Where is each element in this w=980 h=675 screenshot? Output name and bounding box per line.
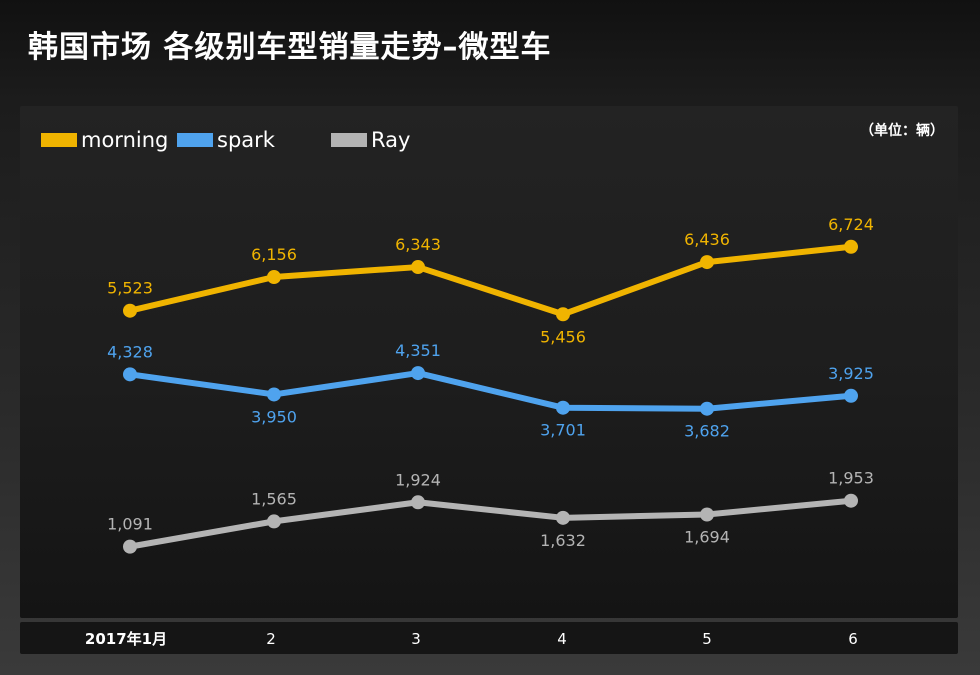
legend-label-morning: morning [81,128,169,152]
data-label-morning: 6,724 [828,215,874,234]
data-point-ray [411,495,425,510]
data-label-ray: 1,694 [684,528,730,547]
data-label-ray: 1,953 [828,469,874,488]
data-point-spark [267,387,281,402]
unit-label: （单位：辆） [860,123,944,139]
legend-label-spark: spark [217,128,275,152]
data-point-ray [700,507,714,522]
legend-item-spark: spark [177,126,275,154]
data-label-morning: 5,523 [107,279,153,298]
series-line-ray [127,497,854,550]
data-label-spark: 3,925 [828,364,874,383]
data-point-spark [556,400,570,415]
data-label-morning: 6,436 [684,230,730,249]
data-point-ray [844,493,858,508]
data-label-spark: 3,682 [684,422,730,441]
data-label-spark: 4,328 [107,342,153,361]
data-point-morning [844,239,858,254]
data-point-spark [700,401,714,416]
x-tick-label: 6 [848,630,858,648]
data-point-ray [267,514,281,529]
x-tick-label: 3 [411,630,421,648]
data-point-ray [556,510,570,525]
page-title: 韩国市场 各级别车型销量走势–微型车 [28,30,552,65]
legend-swatch-morning [41,133,77,147]
legend-item-morning: morning [41,126,168,154]
data-label-ray: 1,924 [395,470,441,489]
data-label-spark: 4,351 [395,341,441,360]
data-point-morning [700,255,714,270]
data-label-ray: 1,091 [107,515,153,534]
data-label-morning: 6,156 [251,245,297,264]
legend-item-ray: Ray [331,126,410,154]
data-label-ray: 1,632 [540,531,586,550]
chart-panel [20,106,958,618]
data-label-morning: 6,343 [395,235,441,254]
data-point-morning [411,260,425,275]
x-tick-label: 2 [266,630,276,648]
data-point-morning [556,307,570,322]
data-label-spark: 3,701 [540,421,586,440]
legend-label-ray: Ray [371,128,411,152]
data-point-spark [411,366,425,381]
x-tick-label: 4 [557,630,567,648]
data-point-ray [123,539,137,554]
data-label-spark: 3,950 [251,407,297,426]
data-label-morning: 5,456 [540,327,586,346]
legend-swatch-spark [177,133,213,147]
data-point-morning [123,303,137,318]
series-line-morning [127,243,854,318]
data-point-morning [267,270,281,285]
legend-swatch-ray [331,133,367,147]
x-tick-label: 5 [702,630,712,648]
data-point-spark [123,367,137,382]
data-label-ray: 1,565 [251,489,297,508]
x-tick-label: 2017年1月 [85,630,167,648]
data-point-spark [844,388,858,403]
x-axis-bar [20,622,958,654]
series-line-spark [127,370,854,412]
